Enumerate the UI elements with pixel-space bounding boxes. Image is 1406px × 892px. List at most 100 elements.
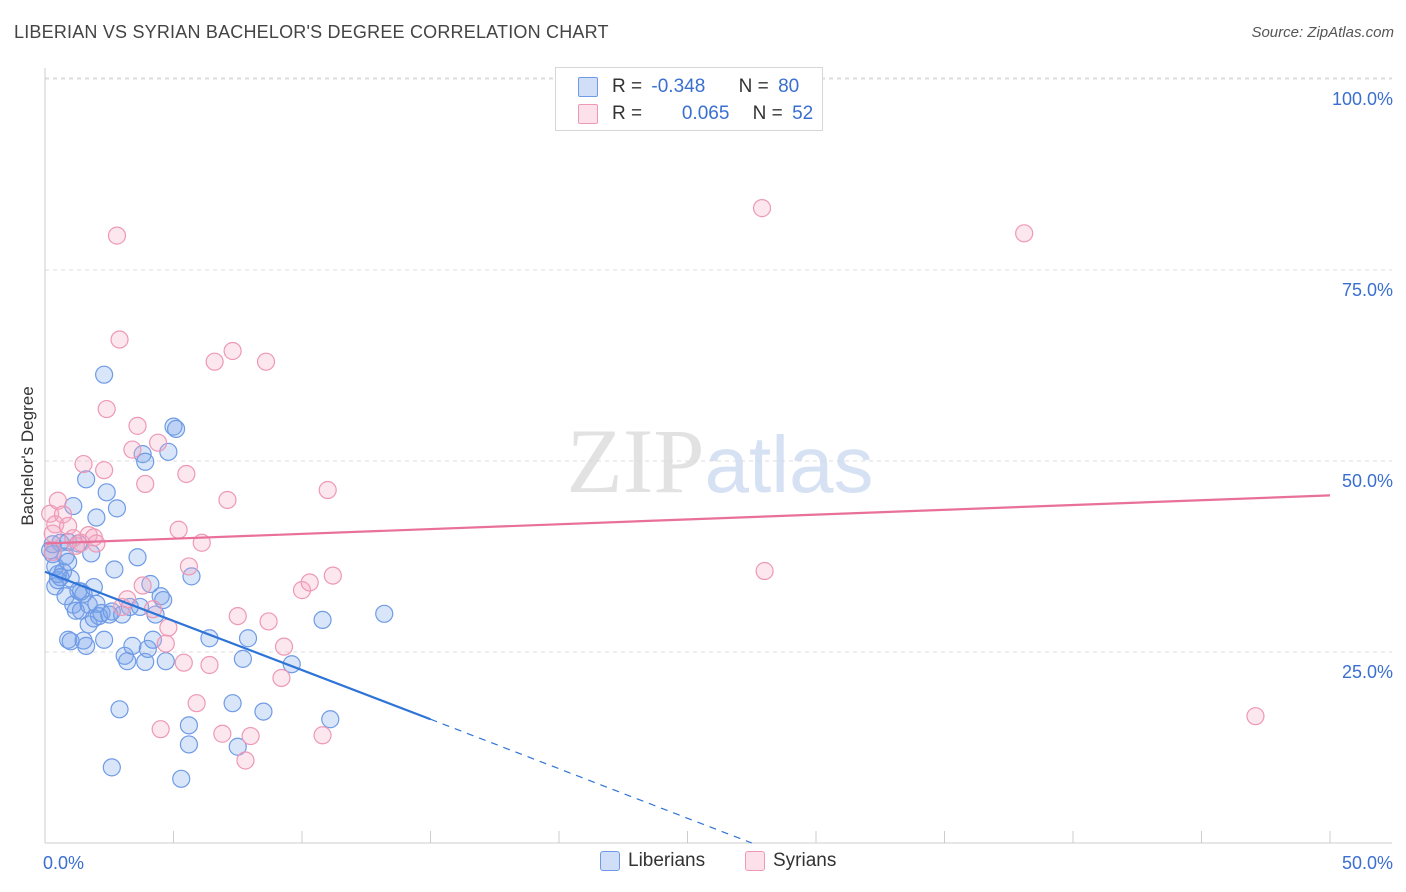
liberians-point	[102, 758, 121, 777]
legend-item-syrians[interactable]: Syrians	[745, 850, 836, 872]
y-tick-label: 50.0%	[1342, 471, 1393, 491]
liberians-point	[95, 630, 114, 649]
liberians-point	[59, 552, 78, 571]
syrians-point	[236, 751, 255, 770]
legend: Liberians Syrians	[0, 850, 1406, 878]
y-tick-label: 75.0%	[1342, 280, 1393, 300]
syrians-point	[107, 226, 127, 245]
liberians-point	[254, 702, 273, 721]
liberians-point	[179, 735, 199, 754]
syrians-point	[95, 461, 114, 480]
liberians-point	[159, 442, 178, 461]
syrians-point	[274, 637, 294, 656]
r-value: 0.065	[681, 103, 730, 124]
gridlines	[45, 77, 1392, 653]
axes	[44, 68, 1392, 844]
trend-lines	[44, 494, 1331, 844]
legend-label-syrians: Syrians	[773, 850, 837, 871]
liberians-point	[118, 652, 137, 671]
watermark: ZIPatlas	[567, 410, 874, 512]
syrians-point	[43, 542, 62, 562]
syrians-point	[323, 566, 342, 585]
liberians-trend-extension	[430, 718, 752, 844]
syrians-point	[292, 581, 312, 600]
syrians-point	[259, 612, 278, 631]
syrians-point	[43, 524, 62, 543]
syrians-legend-swatch	[745, 851, 765, 871]
r-value: -0.348	[651, 76, 706, 97]
y-tick-label: 25.0%	[1342, 662, 1393, 682]
syrians-point	[151, 720, 170, 739]
n-value: 52	[792, 103, 814, 124]
syrians-point	[1246, 707, 1265, 726]
legend-label-liberians: Liberians	[628, 850, 706, 871]
syrians-point	[318, 480, 337, 500]
liberians-point	[107, 499, 127, 518]
x-tick-label: 0.0%	[43, 853, 84, 873]
chart-source: Source: ZipAtlas.com	[1251, 24, 1394, 41]
n-value: 80	[778, 76, 800, 97]
liberians-point	[128, 548, 147, 567]
syrians-point	[128, 416, 147, 435]
liberians-point	[79, 595, 98, 614]
liberians-point	[110, 700, 129, 719]
stats-box: R = -0.348 N = 80 R = 0.065 N = 52	[555, 67, 823, 131]
syrians-point	[87, 534, 106, 553]
syrians-point	[218, 490, 237, 510]
syrians-point	[156, 634, 175, 653]
x-tick-labels: 0.0% 50.0%	[43, 853, 1393, 873]
liberians-point	[179, 716, 199, 735]
x-tick-label: 50.0%	[1342, 853, 1393, 873]
liberians-point	[228, 737, 247, 756]
syrians-point	[256, 352, 276, 371]
syrians-point	[272, 668, 291, 688]
liberians-point	[375, 604, 394, 623]
syrians-point	[752, 199, 772, 218]
syrians-point	[136, 474, 155, 494]
syrians-point	[300, 573, 319, 592]
syrians-trend-line	[44, 494, 1331, 545]
syrians-point	[205, 352, 224, 371]
liberians-point	[136, 452, 155, 471]
syrians-point	[223, 341, 242, 361]
liberians-point	[102, 602, 121, 621]
syrians-point	[228, 606, 247, 626]
liberians-point	[321, 710, 340, 729]
liberians-point	[87, 508, 106, 527]
liberians-point	[77, 636, 96, 655]
liberians-legend-swatch	[600, 851, 620, 871]
syrians-point	[48, 491, 67, 510]
syrians-point	[179, 557, 199, 576]
n-label: N =	[752, 103, 783, 124]
syrians-point	[148, 433, 168, 452]
liberians-points	[41, 365, 394, 788]
syrians-point	[187, 694, 206, 713]
liberians-point	[238, 629, 258, 648]
legend-item-liberians[interactable]: Liberians	[600, 850, 705, 872]
syrians-point	[53, 505, 73, 524]
chart-title: LIBERIAN VS SYRIAN BACHELOR'S DEGREE COR…	[14, 22, 609, 42]
syrians-point	[110, 330, 129, 349]
liberians-point	[223, 694, 242, 713]
syrians-point	[755, 561, 774, 581]
liberians-point	[97, 483, 116, 502]
r-label: R =	[612, 103, 643, 124]
syrians-point	[97, 399, 116, 419]
syrians-point	[313, 726, 332, 745]
syrians-swatch	[578, 104, 598, 124]
liberians-point	[123, 636, 142, 655]
liberians-point	[141, 574, 160, 594]
liberians-point	[138, 639, 157, 659]
syrians-point	[169, 520, 188, 539]
syrians-point	[213, 724, 232, 743]
liberians-point	[95, 365, 114, 384]
liberians-point	[166, 419, 186, 439]
y-tick-labels: 100.0% 75.0% 50.0% 25.0%	[1332, 89, 1393, 682]
liberians-point	[77, 470, 96, 489]
liberians-point	[172, 769, 191, 788]
liberians-swatch	[578, 77, 598, 97]
n-label: N =	[738, 76, 769, 97]
syrians-point	[133, 576, 152, 595]
liberians-point	[105, 560, 124, 579]
